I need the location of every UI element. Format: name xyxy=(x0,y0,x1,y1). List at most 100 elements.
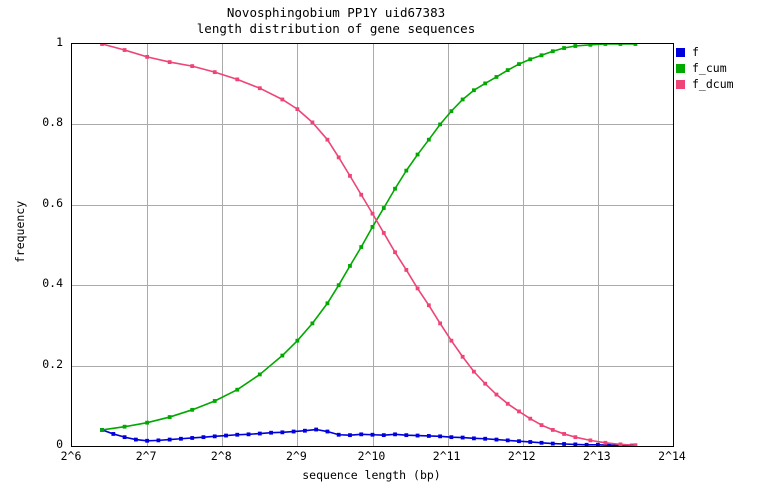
series-marker-f xyxy=(224,433,228,438)
series-marker-f xyxy=(460,435,465,440)
series-marker-f xyxy=(257,431,262,436)
series-marker-f xyxy=(381,433,386,438)
series-marker-f xyxy=(438,434,443,439)
series-marker-f_dcum xyxy=(348,173,352,178)
series-marker-f_dcum xyxy=(517,409,521,414)
series-marker-f_dcum xyxy=(190,64,195,69)
chart-subtitle: length distribution of gene sequences xyxy=(196,21,476,36)
y-tick-label: 0 xyxy=(56,437,63,451)
x-tick-label: 2^12 xyxy=(507,449,536,463)
series-marker-f_cum xyxy=(381,206,386,210)
series-marker-f xyxy=(336,432,341,437)
legend-item-f_cum[interactable]: f_cum xyxy=(676,60,762,76)
x-tick-label: 2^13 xyxy=(583,449,611,463)
series-marker-f_cum xyxy=(280,353,285,358)
series-marker-f xyxy=(201,435,206,440)
series-marker-f_cum xyxy=(494,75,499,79)
y-tick-label: 0.4 xyxy=(42,276,63,291)
series-marker-f_dcum xyxy=(415,286,420,291)
series-marker-f_cum xyxy=(573,44,578,48)
series-marker-f xyxy=(562,442,566,446)
series-marker-f_cum xyxy=(483,81,488,86)
series-marker-f xyxy=(573,442,578,446)
legend-item-label: f_dcum xyxy=(692,77,734,91)
x-tick-label: 2^8 xyxy=(210,449,232,463)
series-marker-f xyxy=(539,440,544,445)
series-marker-f xyxy=(595,442,600,446)
series-marker-f_dcum xyxy=(235,77,240,82)
series-marker-f_dcum xyxy=(449,338,454,343)
chart-title-block: Novosphingobium PP1Y uid67383 length dis… xyxy=(0,5,672,37)
series-marker-f_dcum xyxy=(359,192,364,197)
series-marker-f xyxy=(212,434,217,439)
series-marker-f_cum xyxy=(505,68,510,73)
series-marker-f xyxy=(280,430,285,435)
series-marker-f_dcum xyxy=(550,428,555,432)
series-marker-f xyxy=(314,427,319,432)
series-marker-f xyxy=(393,432,397,437)
series-marker-f_cum xyxy=(295,338,300,343)
legend-item-label: f xyxy=(692,45,699,59)
series-marker-f_cum xyxy=(393,186,397,191)
series-marker-f_dcum xyxy=(483,381,488,386)
series-marker-f_cum xyxy=(404,168,409,173)
series-marker-f_cum xyxy=(359,245,364,249)
series-marker-f xyxy=(111,432,116,436)
legend-item-f[interactable]: f xyxy=(676,44,762,60)
legend-item-f_dcum[interactable]: f_dcum xyxy=(676,76,762,92)
series-marker-f_cum xyxy=(426,137,431,142)
series-marker-f_cum xyxy=(257,372,262,377)
series-marker-f xyxy=(348,433,352,438)
series-marker-f_dcum xyxy=(280,97,285,102)
series-f_cum xyxy=(100,44,638,432)
series-marker-f_dcum xyxy=(167,60,172,64)
x-axis-label: sequence length (bp) xyxy=(302,468,441,482)
series-marker-f xyxy=(494,437,499,442)
series-marker-f xyxy=(505,438,510,443)
series-marker-f xyxy=(190,436,195,440)
series-marker-f xyxy=(167,437,172,442)
plot-area xyxy=(71,43,674,447)
x-tick-label: 2^9 xyxy=(285,449,307,463)
series-layer xyxy=(100,44,638,446)
series-marker-f_dcum xyxy=(122,48,127,52)
series-marker-f_cum xyxy=(370,225,375,229)
series-marker-f_cum xyxy=(528,57,533,62)
series-line-f_cum xyxy=(101,44,637,431)
x-tick-label: 2^6 xyxy=(60,449,82,463)
series-marker-f xyxy=(145,438,150,443)
series-marker-f_cum xyxy=(449,109,454,114)
series-marker-f xyxy=(426,434,431,438)
series-marker-f xyxy=(269,430,273,435)
legend-swatch-icon xyxy=(676,79,685,89)
series-marker-f xyxy=(156,438,161,443)
y-tick-label: 0.6 xyxy=(42,195,63,210)
series-marker-f_dcum xyxy=(438,321,443,326)
series-marker-f_cum xyxy=(472,88,476,93)
series-marker-f_dcum xyxy=(100,44,104,46)
series-marker-f_cum xyxy=(539,53,544,58)
x-tick-label: 2^14 xyxy=(658,449,686,463)
series-marker-f_dcum xyxy=(404,268,409,272)
series-marker-f_dcum xyxy=(505,401,510,406)
series-marker-f_dcum xyxy=(257,86,262,91)
series-marker-f_dcum xyxy=(325,137,330,142)
series-marker-f_dcum xyxy=(145,54,150,59)
series-marker-f_dcum xyxy=(562,432,566,436)
legend: f f_cum f_dcum xyxy=(676,44,762,92)
series-marker-f_dcum xyxy=(633,443,638,446)
series-marker-f_cum xyxy=(550,49,555,54)
series-marker-f xyxy=(607,443,612,446)
series-marker-f_cum xyxy=(438,122,443,127)
series-marker-f_cum xyxy=(167,415,172,419)
y-tick-label: 0.8 xyxy=(42,115,63,130)
series-line-f_dcum xyxy=(101,44,637,446)
series-marker-f xyxy=(179,436,183,441)
series-f xyxy=(100,427,634,446)
series-marker-f_cum xyxy=(100,428,104,432)
series-marker-f_dcum xyxy=(295,107,300,112)
series-marker-f xyxy=(235,432,240,437)
series-marker-f xyxy=(528,440,533,444)
series-marker-f xyxy=(359,432,364,437)
